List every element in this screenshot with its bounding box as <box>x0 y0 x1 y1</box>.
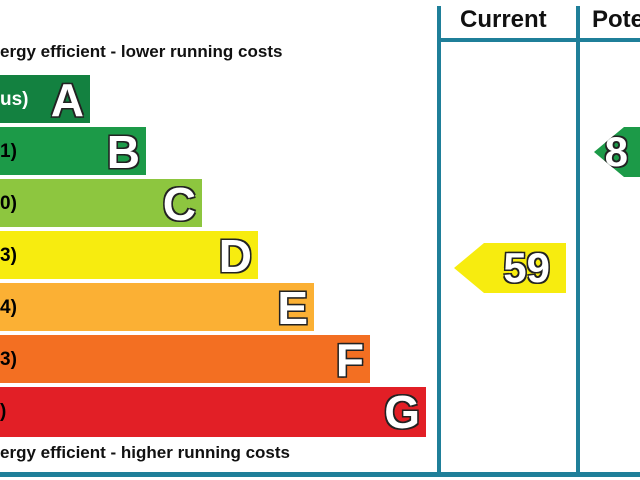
band-d-range: 3) <box>0 245 17 266</box>
band-d-letter: D <box>218 230 252 282</box>
potential-column-header: Pote <box>592 6 640 33</box>
band-e-letter: E <box>277 282 308 334</box>
band-g-range: ) <box>0 401 7 422</box>
band-c-letter: C <box>162 178 196 230</box>
top-caption: ergy efficient - lower running costs <box>0 42 283 61</box>
band-f-letter: F <box>335 334 364 386</box>
band-a: us) A <box>0 74 90 126</box>
header-rule <box>437 38 640 42</box>
current-column-header: Current <box>460 6 547 33</box>
band-b-letter: B <box>106 126 140 178</box>
band-f: 3) F <box>0 334 370 386</box>
band-g: ) G <box>0 386 426 438</box>
band-c-range: 0) <box>0 193 17 214</box>
current-rating-arrow: 59 <box>454 243 566 293</box>
column-divider-left <box>437 6 441 474</box>
band-b-range: 1) <box>0 141 17 162</box>
band-c: 0) C <box>0 178 202 230</box>
bottom-caption: ergy efficient - higher running costs <box>0 443 290 462</box>
band-a-letter: A <box>50 74 84 126</box>
bottom-rule <box>0 472 640 477</box>
band-b: 1) B <box>0 126 146 178</box>
band-f-range: 3) <box>0 349 17 370</box>
band-e-range: 4) <box>0 297 17 318</box>
band-a-range: us) <box>0 89 29 110</box>
band-d: 3) D <box>0 230 258 282</box>
band-e: 4) E <box>0 282 314 334</box>
column-divider-middle <box>576 6 580 474</box>
potential-rating-arrow: 8 <box>594 127 640 177</box>
current-rating-value: 59 <box>503 244 550 291</box>
band-g-letter: G <box>384 386 420 438</box>
potential-rating-value: 8 <box>604 128 628 175</box>
